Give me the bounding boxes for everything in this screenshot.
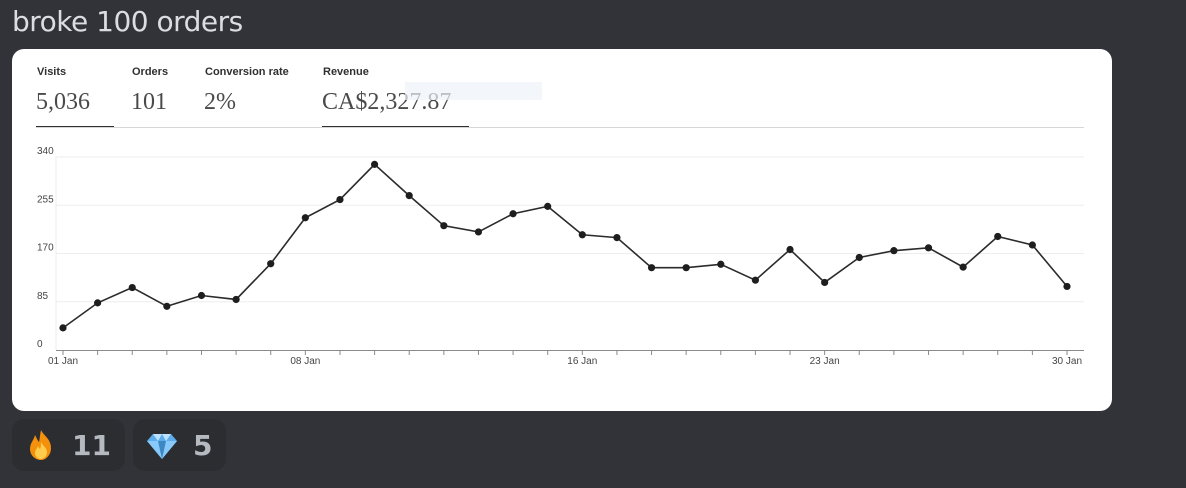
data-point [267, 260, 275, 268]
data-point [509, 210, 517, 218]
data-point [232, 295, 240, 304]
x-tick-label: 16 Jan [567, 356, 597, 367]
data-point [751, 276, 760, 284]
data-point [128, 283, 136, 292]
x-tick-label: 30 Jan [1052, 356, 1082, 367]
faded-tooltip [405, 82, 542, 100]
data-point [370, 160, 379, 168]
metric-label-visits: Visits [37, 66, 67, 78]
x-tick-label: 23 Jan [810, 356, 840, 367]
data-point [197, 291, 206, 300]
reactions-bar: 11 5 [12, 419, 227, 471]
y-tick-label: 170 [37, 243, 54, 254]
tab-divider [36, 127, 1084, 128]
data-point [613, 234, 621, 242]
y-tick-label: 0 [37, 339, 43, 350]
metric-value-conversion: 2% [204, 89, 236, 115]
data-point [336, 195, 344, 204]
data-point [405, 192, 413, 200]
analytics-screenshot: Visits 5,036 Orders 101 Conversion rate … [12, 49, 1112, 411]
data-point [994, 232, 1002, 241]
data-point [821, 278, 829, 287]
data-point [1028, 241, 1036, 249]
data-point [647, 264, 656, 272]
metric-label-orders: Orders [132, 66, 169, 78]
data-point [890, 247, 898, 255]
data-point [717, 260, 725, 268]
reaction-gem[interactable]: 5 [132, 419, 227, 471]
data-point [924, 244, 933, 252]
y-tick-label: 255 [37, 194, 54, 205]
metric-label-conversion: Conversion rate [205, 66, 289, 78]
data-point [1063, 282, 1071, 291]
data-point [94, 299, 102, 307]
data-point [474, 228, 483, 236]
data-point [301, 214, 309, 222]
message-text: broke 100 orders [12, 5, 243, 38]
metric-value-visits: 5,036 [36, 89, 90, 115]
data-point [855, 253, 863, 262]
x-tick-label: 01 Jan [48, 356, 78, 367]
data-point [786, 245, 794, 254]
y-tick-label: 340 [37, 146, 54, 157]
x-tick-label: 08 Jan [290, 356, 320, 367]
data-point [59, 324, 67, 332]
data-point [959, 263, 967, 271]
data-point [163, 302, 171, 310]
metric-value-orders: 101 [131, 89, 167, 115]
data-point [544, 202, 552, 210]
data-point [578, 231, 586, 239]
data-point [440, 222, 448, 230]
series-line [62, 163, 1068, 329]
reaction-count-fire: 11 [72, 428, 111, 462]
fire-icon [30, 430, 51, 460]
reaction-count-gem: 5 [192, 428, 213, 462]
reaction-fire[interactable]: 11 [12, 419, 125, 471]
gem-icon [146, 434, 177, 459]
line-chart: 0 85 170 255 340 01 Jan 08 Jan 16 Jan 23 Jan 30 J… [37, 146, 1084, 367]
data-point [682, 264, 690, 272]
y-tick-label: 85 [37, 291, 49, 302]
metric-label-revenue: Revenue [323, 66, 369, 78]
